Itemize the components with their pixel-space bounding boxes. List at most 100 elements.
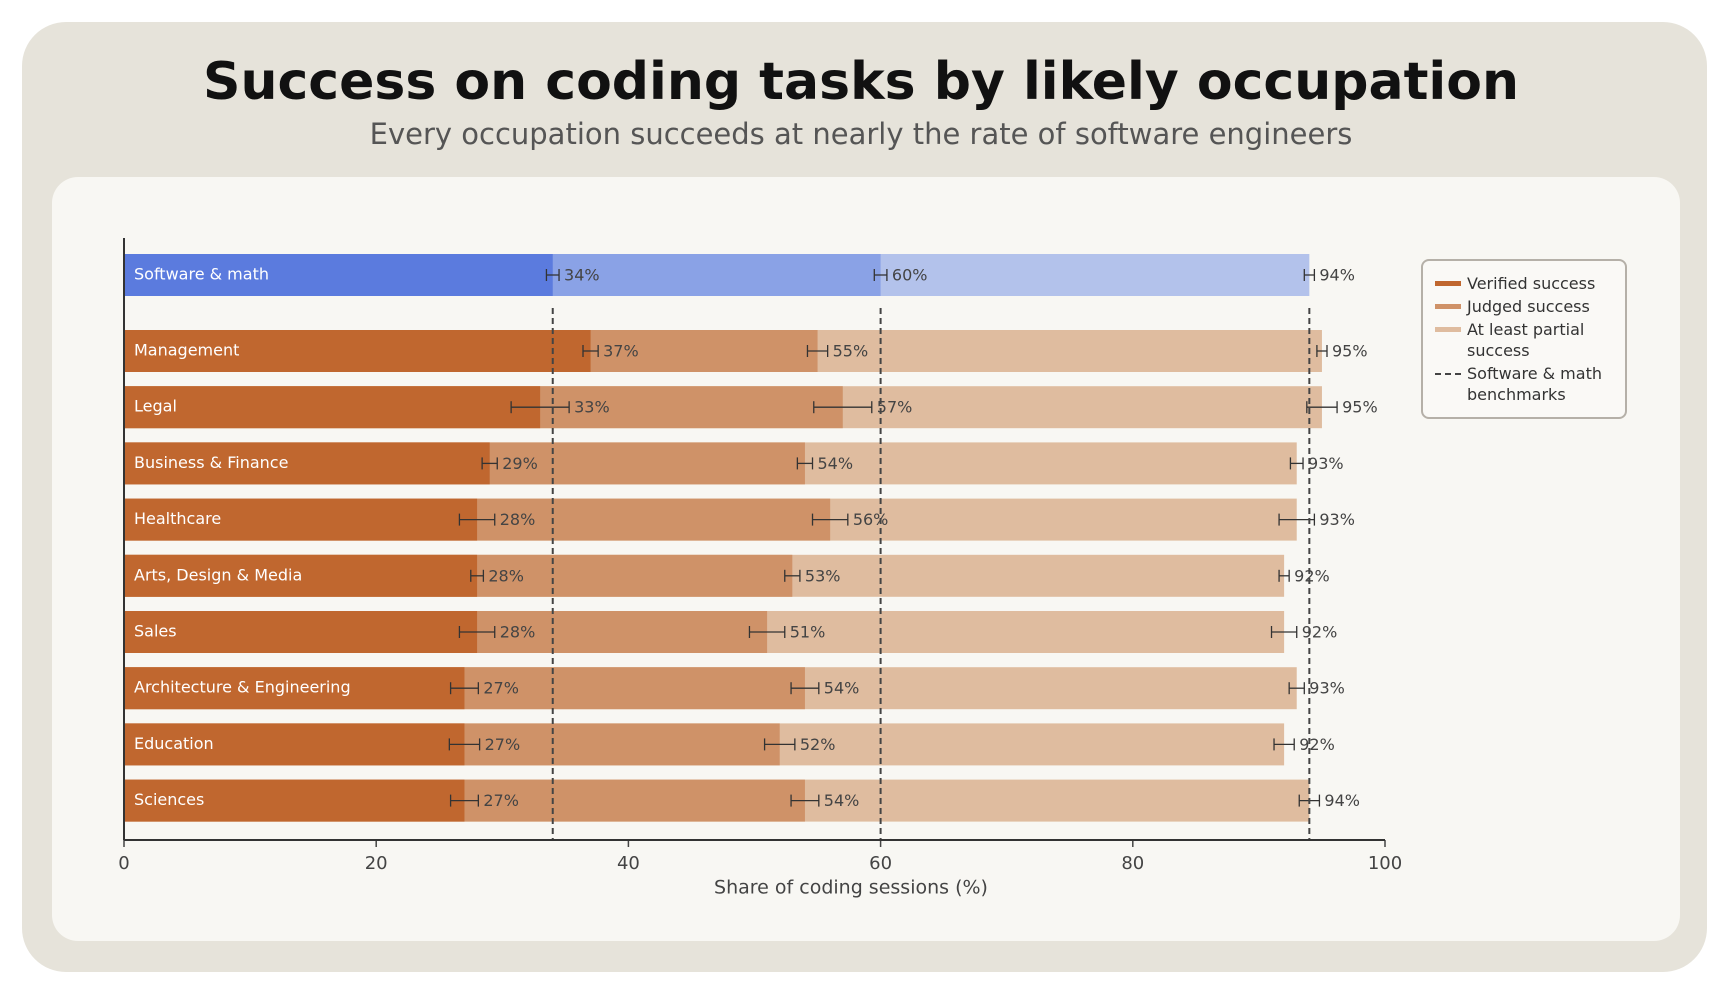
- error-bar: [545, 269, 560, 281]
- error-bar: [873, 269, 888, 281]
- value-label: 27%: [485, 735, 521, 754]
- bar: [124, 330, 591, 372]
- error-bar: [790, 794, 820, 807]
- value-label: 54%: [824, 679, 860, 698]
- value-label: 28%: [488, 566, 524, 585]
- error-bar: [1303, 269, 1316, 281]
- value-label: 93%: [1308, 454, 1344, 473]
- value-label: 53%: [805, 566, 841, 585]
- x-tick-label: 40: [617, 853, 640, 874]
- error-bar: [1316, 345, 1328, 357]
- error-bar: [582, 345, 599, 357]
- error-bar: [1289, 457, 1304, 470]
- x-tick-label: 60: [869, 853, 892, 874]
- bar: [124, 554, 478, 597]
- category-label: Legal: [134, 397, 177, 416]
- chart-title: Success on coding tasks by likely occupa…: [203, 52, 1519, 112]
- error-bar: [1273, 738, 1295, 751]
- bar: [124, 611, 478, 653]
- value-label: 27%: [483, 791, 519, 810]
- error-bar: [458, 626, 496, 638]
- error-bar: [790, 682, 820, 695]
- bar: [124, 723, 465, 766]
- value-label: 94%: [1324, 791, 1360, 810]
- value-label: 95%: [1332, 342, 1368, 361]
- value-label: 92%: [1302, 623, 1338, 642]
- value-label: 37%: [603, 342, 639, 361]
- value-label: 93%: [1309, 679, 1345, 698]
- value-label: 54%: [818, 454, 854, 473]
- value-label: 28%: [500, 510, 536, 529]
- x-tick-label: 100: [1368, 853, 1402, 874]
- category-label: Management: [134, 341, 239, 360]
- bar: [124, 386, 541, 429]
- error-bar: [813, 401, 873, 414]
- error-bar: [448, 738, 481, 751]
- value-label: 55%: [833, 342, 869, 361]
- error-bar: [811, 513, 849, 526]
- bar: [124, 667, 465, 710]
- category-label: Software & math: [134, 265, 269, 284]
- value-label: 92%: [1294, 566, 1330, 585]
- legend-label: At least partial success: [1467, 320, 1585, 360]
- error-bar: [806, 345, 829, 357]
- category-label: Business & Finance: [134, 453, 288, 472]
- x-tick-label: 80: [1121, 853, 1144, 874]
- value-label: 51%: [790, 623, 826, 642]
- legend-swatch: [1435, 327, 1461, 332]
- value-label: 94%: [1319, 266, 1355, 285]
- error-bar: [470, 569, 485, 582]
- error-bar: [449, 682, 479, 695]
- bar: [124, 498, 478, 541]
- category-label: Education: [134, 734, 214, 753]
- value-label: 34%: [564, 266, 600, 285]
- value-label: 52%: [800, 735, 836, 754]
- error-bar: [748, 626, 786, 638]
- legend-label: Judged success: [1467, 297, 1590, 316]
- category-label: Architecture & Engineering: [134, 678, 351, 697]
- category-label: Healthcare: [134, 509, 221, 528]
- legend-item: Verified success: [1435, 273, 1625, 294]
- value-label: 28%: [500, 623, 536, 642]
- x-tick-label: 0: [118, 853, 129, 874]
- x-tick-label: 20: [365, 853, 388, 874]
- value-label: 95%: [1342, 398, 1378, 417]
- error-bar: [481, 457, 498, 470]
- error-bar: [1278, 569, 1290, 582]
- category-label: Sales: [134, 622, 177, 641]
- legend: Verified success Judged success At least p…: [1421, 259, 1627, 419]
- value-label: 93%: [1319, 510, 1355, 529]
- legend-label: Software & math benchmarks: [1467, 364, 1602, 404]
- error-bar: [458, 513, 496, 526]
- error-bar: [763, 738, 796, 751]
- bar: [124, 442, 490, 485]
- legend-item: At least partial success: [1435, 319, 1625, 361]
- value-label: 54%: [824, 791, 860, 810]
- bar: [124, 254, 553, 296]
- chart-subtitle: Every occupation succeeds at nearly the …: [370, 117, 1353, 151]
- legend-swatch: [1435, 304, 1461, 309]
- error-bar: [796, 457, 814, 470]
- legend-swatch: [1435, 373, 1461, 375]
- value-label: 60%: [892, 266, 928, 285]
- value-label: 29%: [502, 454, 538, 473]
- value-label: 57%: [877, 398, 913, 417]
- error-bar: [1288, 682, 1305, 695]
- value-label: 33%: [574, 398, 610, 417]
- x-axis-label: Share of coding sessions (%): [714, 877, 988, 899]
- value-label: 92%: [1299, 735, 1335, 754]
- legend-label: Verified success: [1467, 274, 1596, 293]
- category-label: Sciences: [134, 790, 204, 809]
- error-bar: [1270, 626, 1298, 638]
- value-label: 56%: [853, 510, 889, 529]
- value-label: 27%: [483, 679, 519, 698]
- error-bar: [784, 569, 801, 582]
- legend-swatch: [1435, 281, 1461, 286]
- bar: [124, 779, 465, 822]
- error-bar: [1306, 401, 1338, 414]
- error-bar: [449, 794, 479, 807]
- legend-item: Software & math benchmarks: [1435, 363, 1625, 405]
- error-bar: [510, 401, 570, 414]
- legend-item: Judged success: [1435, 296, 1625, 317]
